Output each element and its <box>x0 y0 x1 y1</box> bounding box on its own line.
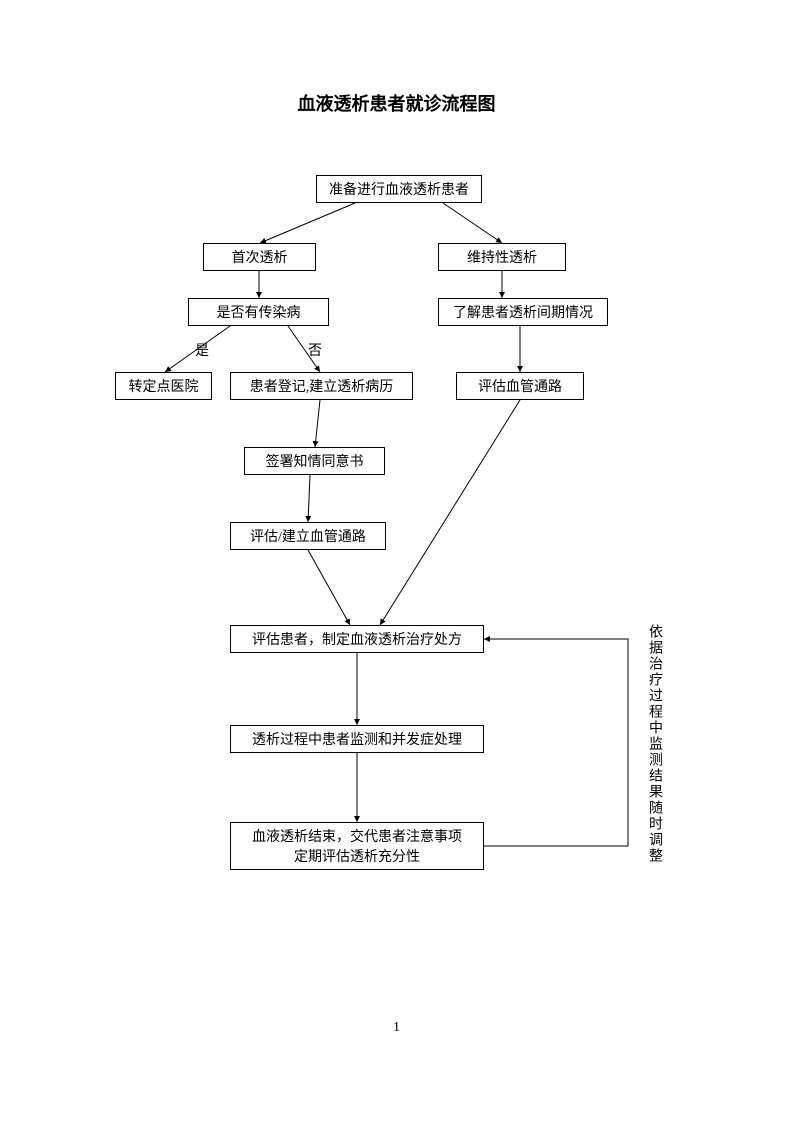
flow-connectors <box>0 0 793 1122</box>
